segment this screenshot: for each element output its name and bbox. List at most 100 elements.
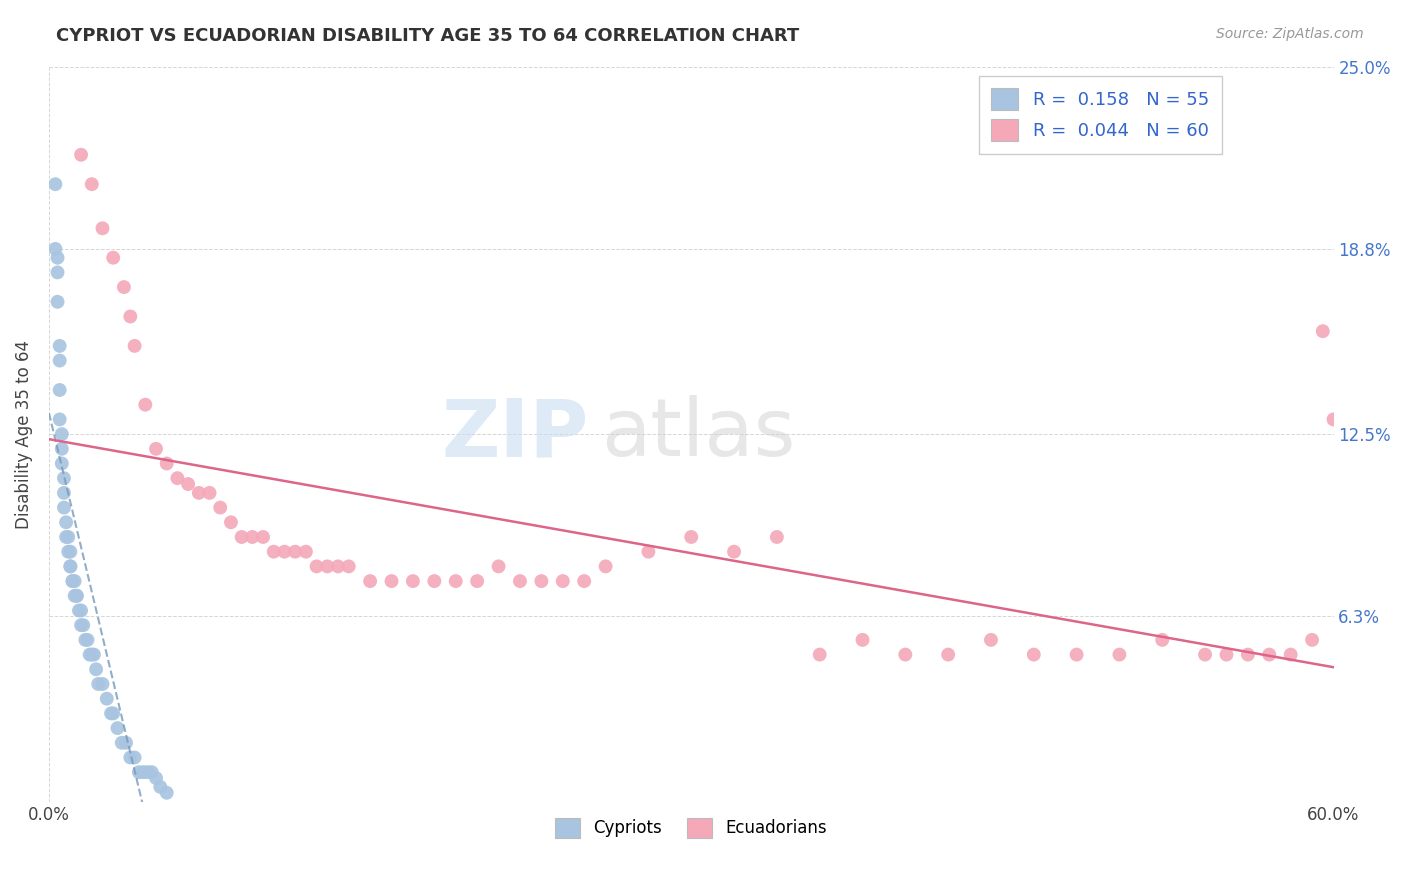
Point bbox=[111, 736, 134, 750]
Point bbox=[52, 486, 75, 500]
Point bbox=[124, 750, 146, 764]
Point bbox=[530, 574, 553, 588]
Point bbox=[112, 280, 135, 294]
Point bbox=[337, 559, 360, 574]
Point bbox=[166, 471, 188, 485]
Point bbox=[136, 765, 159, 780]
Point bbox=[63, 589, 86, 603]
Point bbox=[156, 457, 179, 471]
Point bbox=[488, 559, 510, 574]
Point bbox=[67, 603, 90, 617]
Point bbox=[1258, 648, 1281, 662]
Point bbox=[91, 677, 114, 691]
Point bbox=[72, 618, 94, 632]
Point bbox=[103, 706, 125, 721]
Point bbox=[681, 530, 703, 544]
Point bbox=[1152, 632, 1174, 647]
Point bbox=[177, 477, 200, 491]
Point bbox=[145, 771, 167, 785]
Point bbox=[465, 574, 488, 588]
Text: atlas: atlas bbox=[602, 395, 796, 473]
Point bbox=[83, 648, 105, 662]
Point bbox=[316, 559, 339, 574]
Text: CYPRIOT VS ECUADORIAN DISABILITY AGE 35 TO 64 CORRELATION CHART: CYPRIOT VS ECUADORIAN DISABILITY AGE 35 … bbox=[56, 27, 800, 45]
Point bbox=[70, 618, 93, 632]
Point bbox=[273, 544, 295, 558]
Text: Source: ZipAtlas.com: Source: ZipAtlas.com bbox=[1216, 27, 1364, 41]
Point bbox=[187, 486, 209, 500]
Point bbox=[156, 786, 179, 800]
Point bbox=[48, 353, 70, 368]
Point bbox=[134, 398, 156, 412]
Point bbox=[359, 574, 381, 588]
Point bbox=[44, 242, 66, 256]
Point bbox=[48, 339, 70, 353]
Point bbox=[96, 691, 118, 706]
Point bbox=[59, 559, 82, 574]
Point bbox=[808, 648, 831, 662]
Point bbox=[91, 221, 114, 235]
Point bbox=[551, 574, 574, 588]
Point bbox=[231, 530, 253, 544]
Point bbox=[1301, 632, 1323, 647]
Point bbox=[48, 383, 70, 397]
Point bbox=[219, 516, 242, 530]
Point bbox=[1194, 648, 1216, 662]
Point bbox=[263, 544, 285, 558]
Point bbox=[76, 632, 98, 647]
Point bbox=[209, 500, 232, 515]
Point bbox=[295, 544, 318, 558]
Point bbox=[52, 500, 75, 515]
Point bbox=[80, 648, 103, 662]
Point bbox=[1022, 648, 1045, 662]
Point bbox=[240, 530, 263, 544]
Point bbox=[380, 574, 402, 588]
Point bbox=[46, 294, 69, 309]
Point bbox=[595, 559, 617, 574]
Point bbox=[132, 765, 155, 780]
Point bbox=[62, 574, 84, 588]
Point bbox=[128, 765, 150, 780]
Point bbox=[46, 251, 69, 265]
Y-axis label: Disability Age 35 to 64: Disability Age 35 to 64 bbox=[15, 340, 32, 529]
Point bbox=[51, 442, 73, 456]
Point bbox=[70, 603, 93, 617]
Point bbox=[124, 339, 146, 353]
Point bbox=[149, 780, 172, 794]
Point bbox=[423, 574, 446, 588]
Point bbox=[52, 471, 75, 485]
Text: ZIP: ZIP bbox=[441, 395, 589, 473]
Point bbox=[46, 265, 69, 279]
Point bbox=[59, 544, 82, 558]
Point bbox=[115, 736, 138, 750]
Point bbox=[58, 544, 80, 558]
Point bbox=[62, 574, 84, 588]
Point bbox=[1322, 412, 1344, 426]
Point bbox=[120, 750, 142, 764]
Point bbox=[48, 412, 70, 426]
Point bbox=[75, 632, 97, 647]
Point bbox=[1108, 648, 1130, 662]
Point bbox=[766, 530, 789, 544]
Point bbox=[55, 516, 77, 530]
Point bbox=[851, 632, 873, 647]
Point bbox=[252, 530, 274, 544]
Point bbox=[55, 530, 77, 544]
Point bbox=[51, 427, 73, 442]
Point bbox=[79, 648, 101, 662]
Point bbox=[402, 574, 425, 588]
Point bbox=[59, 559, 82, 574]
Point bbox=[51, 457, 73, 471]
Point bbox=[1237, 648, 1260, 662]
Point bbox=[66, 589, 89, 603]
Point bbox=[80, 177, 103, 191]
Point bbox=[936, 648, 959, 662]
Point bbox=[980, 632, 1002, 647]
Point bbox=[723, 544, 745, 558]
Point bbox=[509, 574, 531, 588]
Point bbox=[145, 442, 167, 456]
Point bbox=[87, 677, 110, 691]
Point bbox=[120, 310, 142, 324]
Point bbox=[84, 662, 107, 676]
Point bbox=[63, 574, 86, 588]
